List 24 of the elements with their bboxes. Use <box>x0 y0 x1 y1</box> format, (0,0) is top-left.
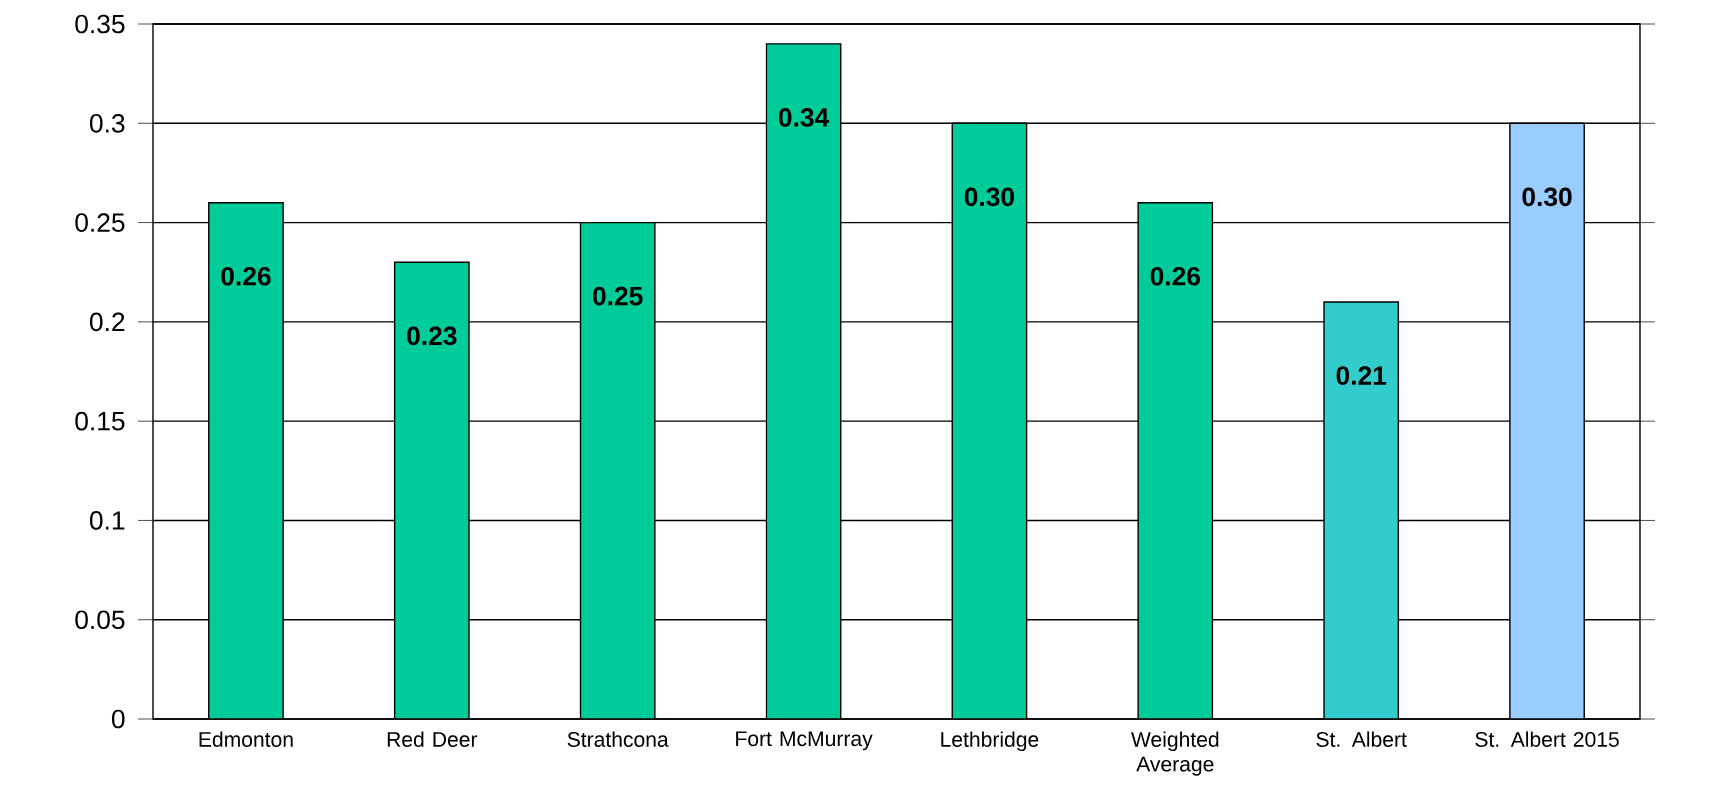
x-tick-label: Fort McMurray <box>736 731 873 751</box>
data-label: 0.25 <box>593 286 643 306</box>
x-tick-label: Red Deer <box>387 731 478 747</box>
x-tick-label: Edmonton <box>199 731 293 747</box>
data-label: 0.34 <box>778 108 830 127</box>
y-tick-label: 0.3 <box>89 113 125 133</box>
y-tick-label: 0.05 <box>75 610 125 630</box>
y-tick-label: 0.35 <box>75 14 125 34</box>
x-tick-label: Weighted Average <box>1131 731 1219 776</box>
data-label: 0.21 <box>1336 366 1387 385</box>
data-label: 0.30 <box>964 187 1014 207</box>
x-tick-label: Strathcona <box>567 731 669 747</box>
y-tick-label: 0.15 <box>75 411 125 431</box>
y-tick-label: 0.1 <box>89 511 125 530</box>
x-tick-label: St. Albert 2015 <box>1475 731 1619 747</box>
y-tick-label: 0 <box>111 709 125 729</box>
x-tick-label: St. Albert <box>1316 731 1407 747</box>
y-tick-label: 0.25 <box>75 213 125 232</box>
data-label: 0.26 <box>1150 266 1201 286</box>
data-label: 0.30 <box>1522 187 1572 207</box>
x-tick-label: Lethbridge <box>941 731 1039 752</box>
y-tick-label: 0.2 <box>89 312 125 332</box>
data-label: 0.26 <box>221 266 271 286</box>
data-label: 0.23 <box>407 326 457 346</box>
